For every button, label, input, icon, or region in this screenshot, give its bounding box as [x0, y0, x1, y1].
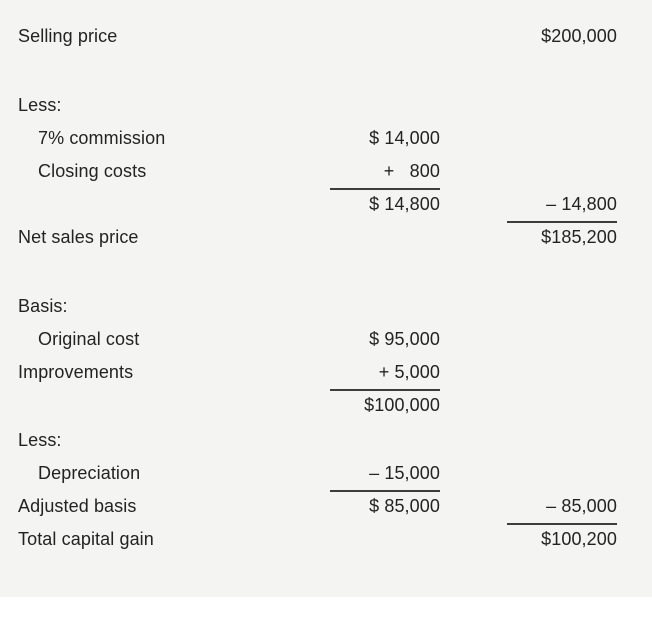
page-bottom-margin	[0, 597, 652, 625]
row-label: Total capital gain	[18, 529, 154, 549]
row-total-capital-gain: Total capital gain $100,200	[18, 523, 617, 556]
row-basis-heading: Basis:	[18, 290, 617, 323]
row-label: Improvements	[18, 362, 134, 382]
row-label: Net sales price	[18, 227, 139, 247]
row-closing-costs: Closing costs + 800	[18, 155, 617, 190]
row-net-sales-price: Net sales price $185,200	[18, 221, 617, 254]
row-label: Selling price	[18, 26, 118, 46]
row-label: Adjusted basis	[18, 496, 137, 516]
row-depreciation: Depreciation – 15,000	[18, 457, 617, 492]
row-original-cost: Original cost $ 95,000	[18, 323, 617, 356]
amount-mid: $ 14,800	[369, 194, 440, 214]
row-label: Closing costs	[38, 161, 147, 181]
amount-right: $185,200	[541, 227, 617, 247]
amount-mid: – 15,000	[330, 457, 440, 492]
row-less-heading-2: Less:	[18, 424, 617, 457]
row-basis-subtotal: $100,000	[18, 389, 617, 422]
row-label: Basis:	[18, 296, 68, 316]
row-adjusted-basis: Adjusted basis $ 85,000 – 85,000	[18, 490, 617, 525]
row-label: Depreciation	[38, 463, 141, 483]
row-label: Original cost	[38, 329, 140, 349]
row-label: Less:	[18, 430, 62, 450]
row-label: 7% commission	[38, 128, 166, 148]
amount-right: – 85,000	[507, 490, 617, 525]
amount-right: $200,000	[541, 26, 617, 46]
row-selling-price: Selling price $200,000	[18, 20, 617, 53]
amount-mid: $ 95,000	[369, 329, 440, 349]
amount-mid: $ 14,000	[369, 128, 440, 148]
row-improvements: Improvements + 5,000	[18, 356, 617, 391]
row-commission: 7% commission $ 14,000	[18, 122, 617, 155]
amount-right: – 14,800	[507, 188, 617, 223]
row-label: Less:	[18, 95, 62, 115]
row-less-heading-1: Less:	[18, 89, 617, 122]
amount-right: $100,200	[541, 529, 617, 549]
amount-mid: + 800	[330, 155, 440, 190]
amount-mid: + 5,000	[330, 356, 440, 391]
row-selling-costs-subtotal: $ 14,800 – 14,800	[18, 188, 617, 223]
amount-mid: $ 85,000	[369, 496, 440, 516]
amount-mid: $100,000	[364, 395, 440, 415]
